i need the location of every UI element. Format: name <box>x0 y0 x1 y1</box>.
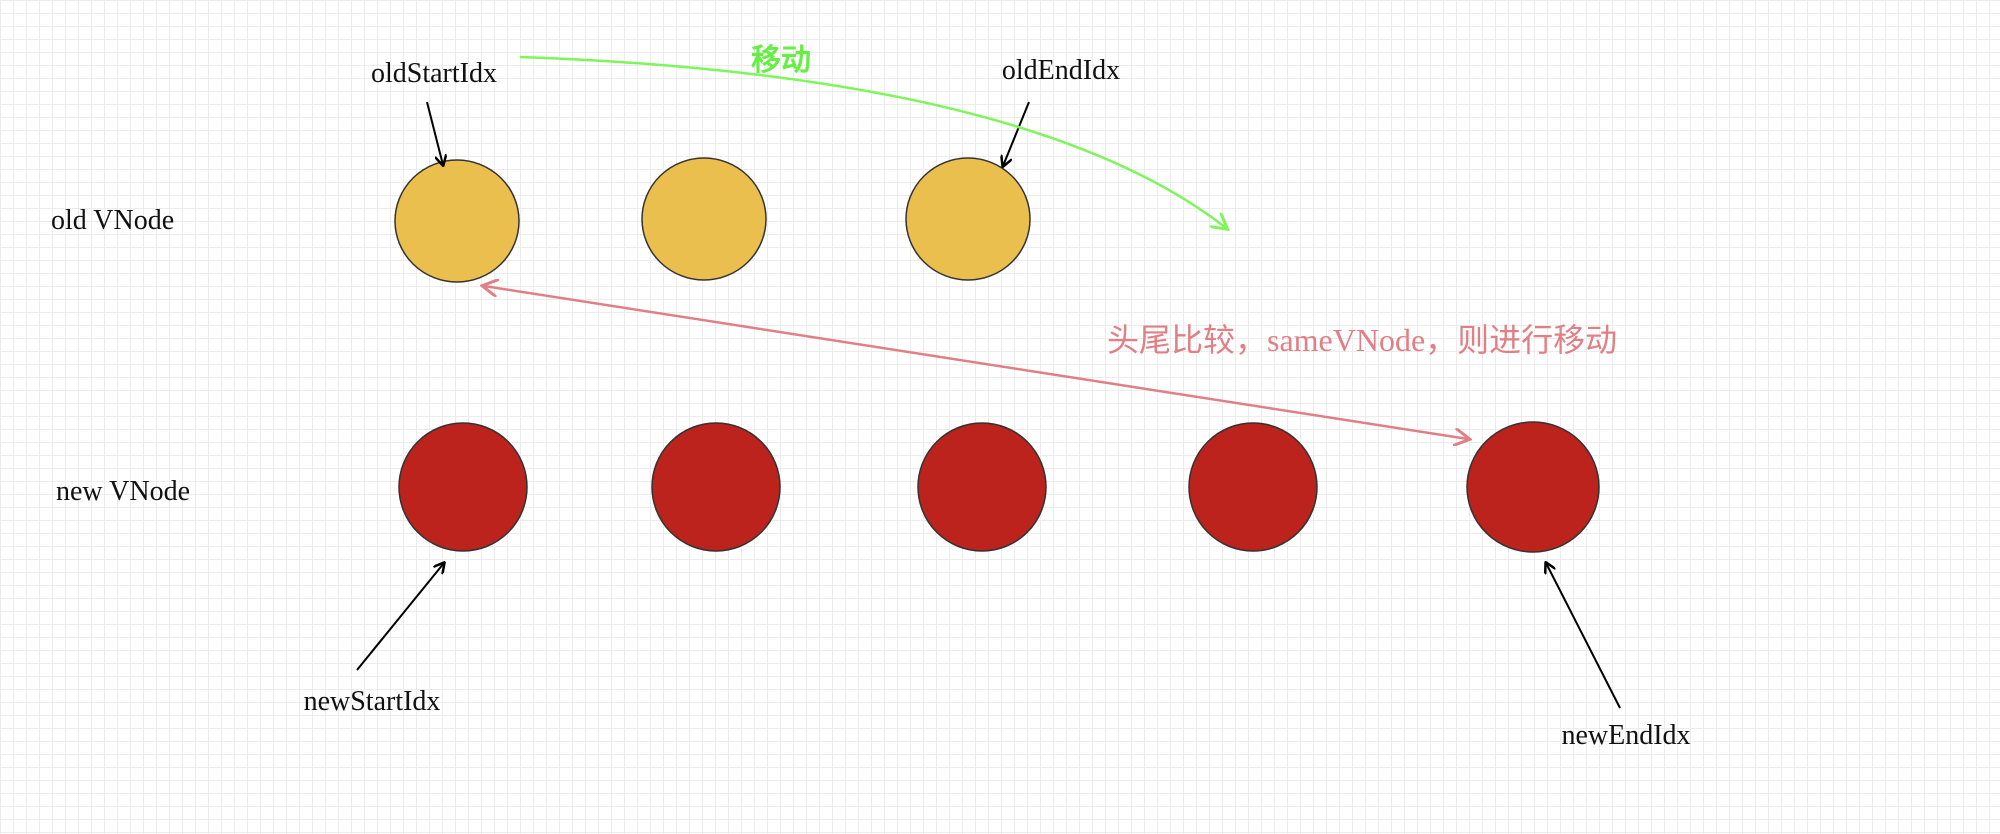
old-vnode-row <box>394 157 1031 283</box>
old-node-3 <box>905 157 1031 281</box>
new-end-arrow <box>1546 563 1621 709</box>
new-vnode-row <box>398 421 1600 553</box>
move-annotation: 移动 <box>751 43 811 78</box>
new-node-5 <box>1466 421 1600 553</box>
old-end-arrow <box>1003 101 1030 166</box>
old-node-2 <box>641 157 767 281</box>
new-start-arrow <box>356 563 444 671</box>
old-vnode-label: old VNode <box>51 205 175 236</box>
old-end-idx-label: oldEndIdx <box>1001 55 1121 86</box>
new-end-idx-label: newEndIdx <box>1561 720 1691 751</box>
new-node-2 <box>651 422 781 552</box>
move-arrow <box>519 55 1226 228</box>
compare-annotation: 头尾比较，sameVNode，则进行移动 <box>1107 322 1618 358</box>
old-start-idx-label: oldStartIdx <box>371 58 497 89</box>
new-node-4 <box>1188 422 1318 552</box>
new-vnode-label: new VNode <box>56 476 191 507</box>
old-start-arrow <box>426 101 443 165</box>
new-node-3 <box>917 422 1047 552</box>
compare-double-arrow <box>484 286 1468 439</box>
old-node-1 <box>394 159 520 283</box>
new-start-idx-label: newStartIdx <box>303 686 441 717</box>
new-node-1 <box>398 422 528 552</box>
